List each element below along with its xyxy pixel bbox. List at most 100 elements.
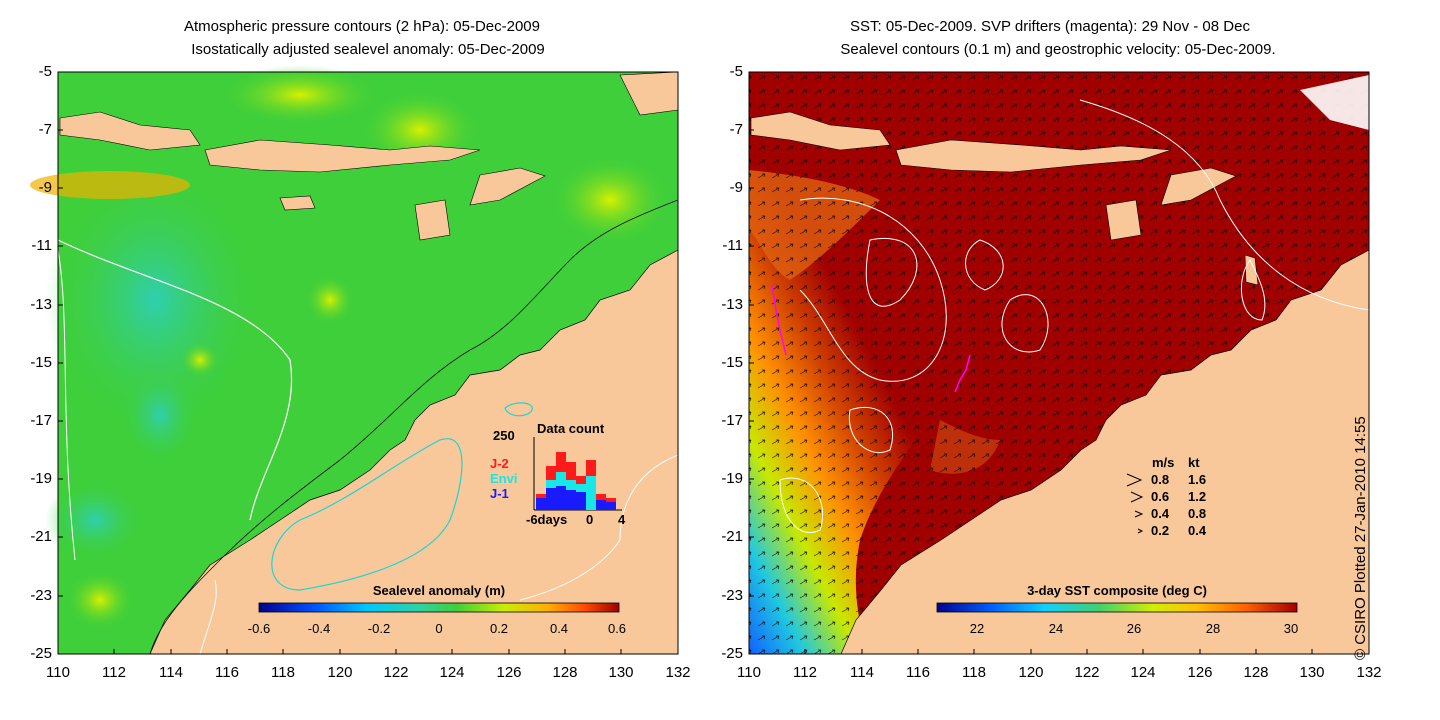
velocity-arrow-0.8 <box>1126 473 1143 487</box>
australia-landmass-right <box>840 249 1370 655</box>
sealevel-contour <box>865 238 918 307</box>
sla-contour-cyan <box>271 438 463 591</box>
sst-colorbar-tick: 30 <box>1283 621 1299 636</box>
sst-colorbar-tick: 24 <box>1048 621 1064 636</box>
right-axis-ticks <box>748 71 1370 655</box>
lon-label: 110 <box>737 664 761 681</box>
australia-landmass <box>149 249 679 655</box>
java-island <box>59 111 201 151</box>
inset-ymax: 250 <box>493 428 515 443</box>
right-title-line1: SST: 05-Dec-2009. SVP drifters (magenta)… <box>850 18 1250 35</box>
velocity-legend-kt: 0.4 <box>1188 523 1207 538</box>
lon-label: 128 <box>552 664 578 681</box>
lat-label: -23 <box>30 587 52 604</box>
sla-colorbar-tick: 0.4 <box>549 621 569 636</box>
sla-colorbar-tick: 0.6 <box>607 621 627 636</box>
inset-xtick: -6days <box>526 512 568 527</box>
lon-label: 132 <box>665 664 691 681</box>
lat-label: -19 <box>721 470 743 487</box>
left-axis-ticks <box>57 71 679 655</box>
left-title-line1: Atmospheric pressure contours (2 hPa): 0… <box>183 18 541 35</box>
lon-label: 118 <box>962 664 986 681</box>
credit-label: © CSIRO Plotted 27-Jan-2010 14:55 <box>1352 416 1369 660</box>
velocity-legend-kt: 1.2 <box>1188 489 1207 504</box>
lat-label: -21 <box>30 528 52 545</box>
left-map <box>30 65 679 655</box>
lat-label: -13 <box>30 296 52 313</box>
sst-colorbar-label: 3-day SST composite (deg C) <box>1027 583 1207 598</box>
lon-label: 122 <box>1074 664 1100 681</box>
velocity-legend-kt: 0.8 <box>1188 506 1207 521</box>
inset-xtick: 4 <box>618 512 626 527</box>
lon-label: 112 <box>102 664 126 681</box>
lat-label: -23 <box>721 587 743 604</box>
sst-colorbar-tick: 22 <box>969 621 985 636</box>
lat-label: -11 <box>722 237 743 254</box>
lon-label: 124 <box>1130 664 1156 681</box>
lon-label: 126 <box>1187 664 1213 681</box>
lon-label: 114 <box>159 664 183 681</box>
right-title-line2: Sealevel contours (0.1 m) and geostrophi… <box>840 41 1276 58</box>
velocity-legend-kt: 1.6 <box>1188 472 1207 487</box>
lon-label: 118 <box>271 664 295 681</box>
lat-label: -13 <box>721 296 743 313</box>
sla-colorbar-tick: -0.6 <box>247 621 271 636</box>
sst-colorbar-tick: 26 <box>1126 621 1142 636</box>
lat-label: -9 <box>729 179 743 196</box>
lat-label: -7 <box>38 121 52 138</box>
lat-label: -19 <box>30 470 52 487</box>
lon-label: 112 <box>793 664 817 681</box>
inset-legend-j2: J-2 <box>490 456 509 471</box>
lon-label: 124 <box>439 664 465 681</box>
timor-island-left <box>469 167 546 206</box>
inset-legend-envi: Envi <box>490 471 518 486</box>
lon-label: 114 <box>850 664 874 681</box>
lesser-sunda-islands <box>204 139 481 173</box>
left-title-line2: Isostatically adjusted sealevel anomaly:… <box>191 41 545 58</box>
sla-colorbar-tick: 0 <box>435 621 443 636</box>
velocity-legend-ms: 0.4 <box>1151 506 1170 521</box>
lat-label: -15 <box>721 354 743 371</box>
lat-label: -25 <box>30 645 52 662</box>
sla-colorbar-tick: -0.4 <box>307 621 331 636</box>
inset-legend-j1: J-1 <box>490 486 509 501</box>
lat-label: -5 <box>38 63 52 80</box>
lon-label: 116 <box>906 664 930 681</box>
lon-label: 120 <box>327 664 353 681</box>
velocity-legend-ms: 0.6 <box>1151 489 1170 504</box>
pressure-contour <box>57 239 293 521</box>
data-count-inset <box>533 437 622 511</box>
lat-label: -5 <box>729 63 743 80</box>
sla-colorbar <box>258 602 620 613</box>
lat-label: -17 <box>30 412 52 429</box>
velocity-legend-ms: 0.8 <box>1151 472 1170 487</box>
lat-label: -9 <box>38 179 52 196</box>
lat-label: -15 <box>30 354 52 371</box>
lat-label: -21 <box>721 528 743 545</box>
velocity-arrow-0.4 <box>1134 510 1144 518</box>
right-map <box>749 72 1370 655</box>
velocity-arrow-0.2 <box>1137 528 1144 534</box>
inset-xtick: 0 <box>586 512 594 527</box>
sla-colorbar-tick: -0.2 <box>367 621 391 636</box>
lon-label: 120 <box>1018 664 1044 681</box>
bathymetry-contour <box>149 199 679 655</box>
sst-colorbar <box>936 602 1298 613</box>
sst-colorbar-tick: 28 <box>1205 621 1221 636</box>
lon-label: 130 <box>1299 664 1325 681</box>
lon-label: 132 <box>1356 664 1382 681</box>
lat-label: -7 <box>729 121 743 138</box>
lat-label: -17 <box>721 412 743 429</box>
sla-colorbar-tick: 0.2 <box>489 621 509 636</box>
svp-drifter-track <box>771 284 787 356</box>
inset-title: Data count <box>537 421 605 436</box>
lat-label: -11 <box>31 237 52 254</box>
lon-label: 116 <box>215 664 239 681</box>
lon-label: 128 <box>1243 664 1269 681</box>
velocity-legend-header-ms: m/s <box>1152 455 1175 470</box>
lat-label: -25 <box>721 645 743 662</box>
lon-label: 122 <box>383 664 409 681</box>
sla-colorbar-label: Sealevel anomaly (m) <box>372 583 506 598</box>
velocity-arrow-0.6 <box>1130 491 1144 503</box>
